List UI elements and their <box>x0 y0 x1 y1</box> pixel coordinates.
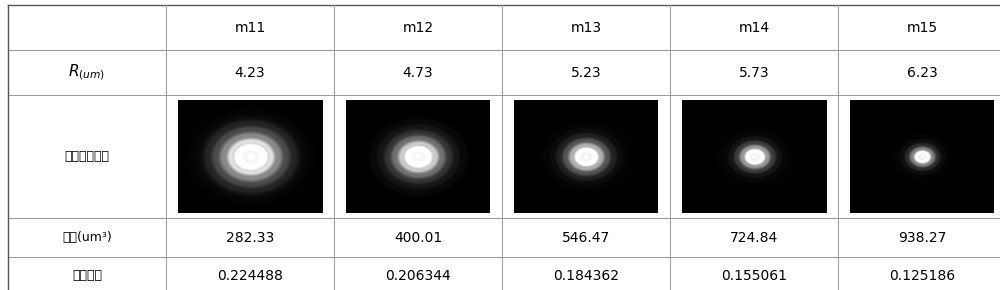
Text: m13: m13 <box>570 21 602 35</box>
Text: 6.23: 6.23 <box>907 66 937 80</box>
Text: 724.84: 724.84 <box>730 231 778 244</box>
Text: m12: m12 <box>402 21 434 35</box>
Text: $\mathit{R}_{(um)}$: $\mathit{R}_{(um)}$ <box>68 63 106 82</box>
Text: 0.206344: 0.206344 <box>385 269 451 283</box>
Text: 400.01: 400.01 <box>394 231 442 244</box>
Text: m14: m14 <box>738 21 770 35</box>
Text: 角二阶矩: 角二阶矩 <box>72 269 102 282</box>
Text: 938.27: 938.27 <box>898 231 946 244</box>
Text: 282.33: 282.33 <box>226 231 274 244</box>
Text: 前向二维散射: 前向二维散射 <box>64 150 110 163</box>
Text: 0.224488: 0.224488 <box>217 269 283 283</box>
Text: m15: m15 <box>906 21 938 35</box>
Text: 4.73: 4.73 <box>403 66 433 80</box>
Text: 4.23: 4.23 <box>235 66 265 80</box>
Text: 0.155061: 0.155061 <box>721 269 787 283</box>
Text: 5.23: 5.23 <box>571 66 601 80</box>
Text: 5.73: 5.73 <box>739 66 769 80</box>
Text: 546.47: 546.47 <box>562 231 610 244</box>
Text: m11: m11 <box>234 21 266 35</box>
Text: 0.184362: 0.184362 <box>553 269 619 283</box>
Text: 0.125186: 0.125186 <box>889 269 955 283</box>
Text: 体积(um³): 体积(um³) <box>62 231 112 244</box>
